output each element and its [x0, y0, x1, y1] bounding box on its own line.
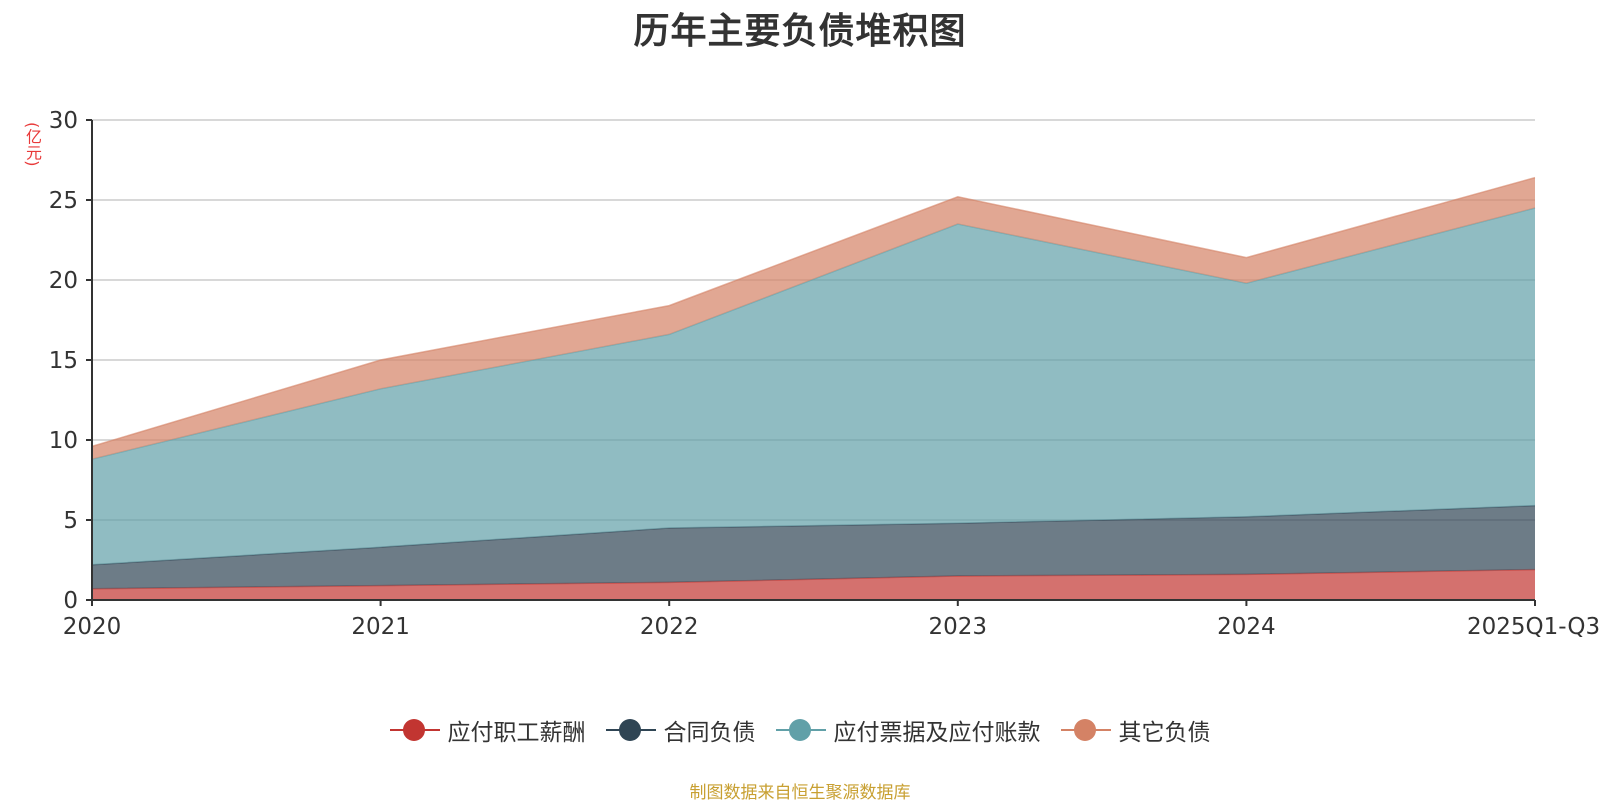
legend-item-other[interactable]: 其它负债 — [1060, 713, 1211, 747]
chart-title: 历年主要负债堆积图 — [633, 11, 967, 52]
legend-label: 其它负债 — [1118, 720, 1211, 746]
legend-dot — [618, 719, 641, 741]
y-tick-label: 20 — [49, 268, 78, 294]
legend-marker-icon — [605, 718, 656, 742]
legend-marker-icon — [389, 718, 440, 742]
x-tick-label: 2020 — [63, 614, 122, 640]
y-tick-label: 5 — [63, 508, 78, 534]
y-tick-label: 15 — [49, 348, 78, 374]
x-tick-label: 2025Q1-Q3 — [1467, 614, 1600, 640]
y-tick-label: 10 — [49, 428, 78, 454]
chart-plot: 0 5 10 15 20 25 30 2020 2021 2022 2023 2024 2025Q1-Q… — [49, 108, 1600, 640]
area-contract — [92, 505, 1535, 589]
legend-label: 合同负债 — [663, 720, 756, 746]
source-note: 制图数据来自恒生聚源数据库 — [689, 783, 911, 803]
legend-item-payroll[interactable]: 应付职工薪酬 — [389, 713, 586, 747]
y-axis-unit: (亿元) — [23, 122, 42, 167]
area-payroll — [92, 569, 1535, 600]
legend-label: 应付职工薪酬 — [447, 720, 586, 746]
x-tick-label: 2023 — [929, 614, 988, 640]
legend-label: 应付票据及应付账款 — [833, 720, 1041, 746]
legend-dot — [788, 719, 811, 741]
x-tick-label: 2024 — [1217, 614, 1276, 640]
y-tick-label: 25 — [49, 188, 78, 214]
legend-dot — [1073, 719, 1096, 741]
legend-marker-icon — [1060, 718, 1111, 742]
x-tick-label: 2021 — [351, 614, 410, 640]
y-tick-label: 0 — [63, 588, 78, 614]
legend: 应付职工薪酬 合同负债 应付票据及应付账款 其它负债 — [0, 713, 1600, 747]
x-tick-label: 2022 — [640, 614, 699, 640]
legend-dot — [402, 719, 425, 741]
legend-marker-icon — [775, 718, 826, 742]
y-tick-label: 30 — [49, 108, 78, 134]
area-payables — [92, 208, 1535, 565]
legend-item-contract[interactable]: 合同负债 — [605, 713, 756, 747]
area-other — [92, 177, 1535, 460]
legend-item-payables[interactable]: 应付票据及应付账款 — [775, 713, 1041, 747]
series-line-other — [91, 176, 1536, 448]
